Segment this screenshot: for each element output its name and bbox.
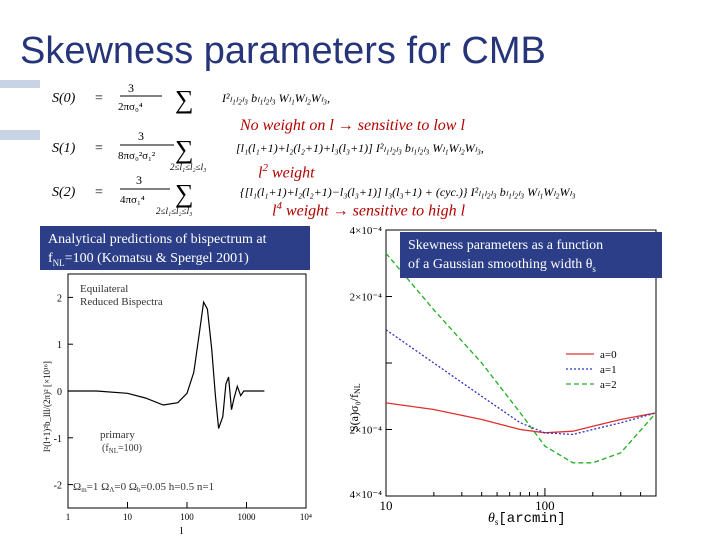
- decor-bar: [0, 80, 40, 88]
- series-a=1: [385, 329, 657, 436]
- annotation-l2-exponent: 2: [262, 162, 268, 174]
- x-axis-label: l: [180, 525, 183, 537]
- x-tick-label: 1000: [238, 512, 257, 522]
- y-axis-label: l²(l+1)²b_lll/(2π)² [×10¹⁶]: [42, 361, 52, 452]
- left-caption-sub: NL: [52, 257, 65, 268]
- x-tick-label: 10: [123, 512, 133, 522]
- y-tick-label: 2×10⁻⁴: [350, 425, 383, 437]
- x-tick-label: 100: [180, 512, 194, 522]
- x-axis-label-theta: θ: [488, 511, 495, 526]
- y-tick-label: 2: [57, 293, 62, 304]
- curve-label-fnl-open: (f: [102, 443, 109, 454]
- s1-lhs: S(1): [52, 141, 76, 156]
- x-tick-label: 100: [535, 498, 555, 513]
- x-tick-label: 10⁴: [300, 512, 312, 522]
- left-caption-rest: =100 (Komatsu & Spergel 2001): [64, 251, 249, 266]
- s0-body: I²ₗ₁ₗ₂ₗ₃ bₗ₁ₗ₂ₗ₃ Wₗ₁Wₗ₂Wₗ₃,: [221, 91, 330, 105]
- param-m: m: [81, 486, 87, 494]
- right-caption: Skewness parameters as a function of a G…: [400, 232, 662, 278]
- param-3: =0.05 h=0.5 n=1: [141, 481, 215, 493]
- left-caption-line-2: fNL=100 (Komatsu & Spergel 2001): [48, 249, 302, 273]
- y-tick-label: 4×10⁻⁴: [350, 489, 383, 501]
- cosmology-params: Ωm=1 ΩΛ=0 Ωb=0.05 h=0.5 n=1: [73, 481, 214, 494]
- annotation-l4-base: l: [272, 202, 277, 220]
- annotation-l4-exponent: 4: [276, 200, 282, 212]
- legend-label: a=0: [600, 349, 617, 361]
- series-a=2: [385, 252, 657, 464]
- right-caption-text: of a Gaussian smoothing width θ: [408, 257, 593, 272]
- annotation-l4-weight: l4 weight → sensitive to high l: [272, 200, 465, 220]
- x-tick-label: 1: [66, 512, 71, 522]
- y-axis-label-main: S(a)σ₀/f: [347, 394, 361, 432]
- curve-label-fnl-sub: NL: [109, 447, 118, 455]
- eq-sign: =: [95, 185, 103, 200]
- right-caption-line-1: Skewness parameters as a function: [408, 238, 604, 253]
- param-1: =1 Ω: [87, 481, 110, 493]
- s2-den: 4πσ₁⁴: [120, 194, 145, 206]
- x-tick-label: 10: [380, 498, 393, 513]
- s0-den: 2πσ₀⁴: [118, 101, 143, 113]
- left-caption-line-1: Analytical predictions of bispectrum at: [48, 232, 267, 247]
- series-primary: [68, 300, 265, 429]
- x-axis-label: θs[arcmin]: [488, 511, 566, 527]
- annotation-l2-text: weight: [267, 164, 315, 182]
- decor-bar: [0, 130, 40, 140]
- equations-panel: S(0) = 3 2πσ₀⁴ ∑ I²ₗ₁ₗ₂ₗ₃ bₗ₁ₗ₂ₗ₃ Wₗ₁Wₗ₂…: [40, 72, 696, 216]
- s1-body: [l₁(l₁+1)+l₂(l₂+1)+l₃(l₃+1)] I²ₗ₁ₗ₂ₗ₃ bₗ…: [236, 141, 484, 155]
- eq-sign: =: [95, 141, 103, 156]
- legend-line-2: Reduced Bispectra: [80, 296, 163, 308]
- s0-lhs: S(0): [52, 91, 76, 106]
- sum-range: 2≤l₁≤l₂≤l₃: [170, 162, 206, 172]
- x-axis-label-sub: s: [495, 517, 499, 527]
- legend-label: a=2: [600, 379, 617, 391]
- slide-title: Skewness parameters for CMB: [20, 30, 546, 72]
- s1-num: 3: [138, 129, 144, 143]
- s0-num: 3: [128, 81, 134, 95]
- left-caption-f: f: [48, 251, 53, 266]
- curve-label-primary: primary: [100, 429, 135, 441]
- annotation-l4-text: weight → sensitive to high l: [281, 202, 466, 220]
- annotation-no-weight: No weight on l → sensitive to low l: [240, 117, 465, 134]
- param-2: =0 Ω: [114, 481, 137, 493]
- right-caption-line-2: of a Gaussian smoothing width θs: [408, 255, 654, 279]
- equations-svg: S(0) = 3 2πσ₀⁴ ∑ I²ₗ₁ₗ₂ₗ₃ bₗ₁ₗ₂ₗ₃ Wₗ₁Wₗ₂…: [52, 81, 576, 216]
- legend-line-1: Equilateral: [80, 283, 128, 295]
- x-axis-label-unit: [arcmin]: [498, 511, 565, 527]
- y-tick-label: 1: [57, 340, 62, 351]
- y-tick-label: 2×10⁻⁴: [350, 292, 383, 304]
- param-b: b: [137, 486, 141, 494]
- annotation-l2-base: l: [258, 164, 263, 182]
- curve-label-fnl-rest: =100): [118, 443, 142, 454]
- y-axis-label-sub: NL: [353, 383, 362, 394]
- left-caption: Analytical predictions of bispectrum at …: [40, 226, 310, 270]
- param-lambda: Λ: [109, 486, 114, 494]
- sum-symbol: ∑: [175, 135, 194, 164]
- s2-lhs: S(2): [52, 185, 76, 200]
- y-tick-label: 0: [57, 387, 62, 398]
- annotation-l2-weight: l2 weight: [258, 162, 315, 182]
- sum-symbol: ∑: [175, 85, 194, 114]
- param-omega: Ω: [73, 481, 81, 493]
- y-tick-label: -1: [54, 434, 62, 445]
- s1-den: 8πσ₀²σ₁²: [118, 150, 156, 162]
- y-tick-label: 4×10⁻⁴: [350, 225, 383, 237]
- eq-sign: =: [95, 91, 103, 106]
- sum-symbol: ∑: [175, 179, 194, 208]
- series-a=0: [385, 402, 657, 434]
- y-axis-label: S(a)σ₀/fNL: [347, 383, 362, 432]
- legend-label: a=1: [600, 364, 617, 376]
- s2-num: 3: [136, 173, 142, 187]
- bispectrum-plot: 210-1-2 1 10 100 1000 10⁴ Equilateral Reduce…: [40, 262, 312, 540]
- y-tick-label: -2: [54, 481, 62, 492]
- right-caption-sub: s: [592, 263, 596, 274]
- s2-body: {[l₁(l₁+1)+l₂(l₂+1)−l₃(l₃+1)] l₃(l₃+1) +…: [240, 185, 576, 199]
- curve-label-fnl: (fNL=100): [102, 443, 142, 455]
- sum-range: 2≤l₁≤l₂≤l₃: [156, 206, 192, 216]
